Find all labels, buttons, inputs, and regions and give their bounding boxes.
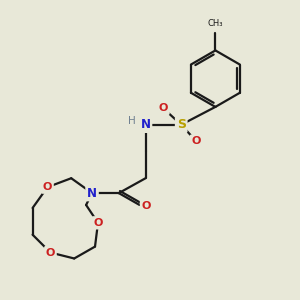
Text: O: O: [141, 202, 151, 212]
Text: O: O: [93, 218, 103, 228]
Text: CH₃: CH₃: [208, 19, 223, 28]
Text: O: O: [159, 103, 168, 113]
Text: N: N: [140, 118, 151, 131]
Text: H: H: [128, 116, 136, 126]
Text: O: O: [191, 136, 201, 146]
Text: S: S: [177, 118, 186, 131]
Text: O: O: [46, 248, 55, 257]
Text: O: O: [43, 182, 52, 192]
Text: N: N: [87, 187, 97, 200]
